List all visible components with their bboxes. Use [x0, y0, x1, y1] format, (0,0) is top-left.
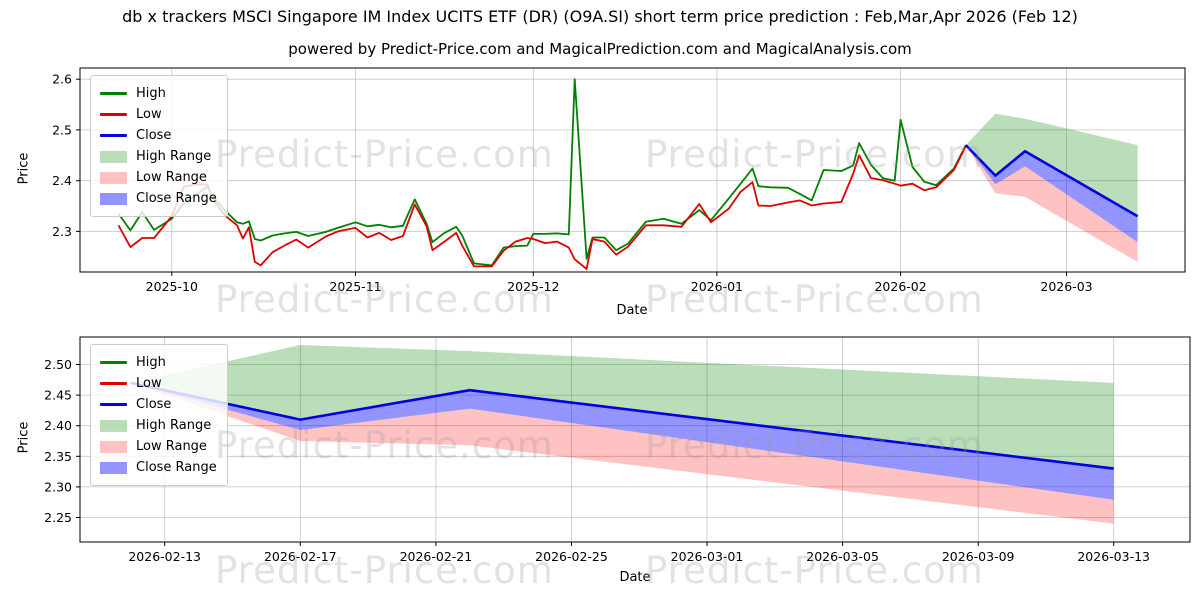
- legend: High Low Close High Range Low Range Close Ran…: [90, 344, 228, 486]
- legend-swatch: [100, 461, 127, 474]
- legend-label: Low Range: [136, 169, 207, 185]
- y-tick-label: 2.3: [52, 224, 72, 239]
- legend-item-high-range: High Range: [100, 415, 217, 436]
- legend-item-low-range: Low Range: [100, 167, 217, 188]
- figure-title: db x trackers MSCI Singapore IM Index UC…: [122, 7, 1078, 26]
- y-tick-label: 2.45: [44, 388, 72, 403]
- y-tick-label: 2.50: [44, 357, 72, 372]
- x-tick-label: 2025-11: [329, 279, 381, 294]
- bottom-chart-y-axis-label: Price: [16, 421, 32, 454]
- close-range-band: [130, 382, 1114, 500]
- legend-item-low: Low: [100, 104, 217, 125]
- plot-border: [79, 336, 1191, 543]
- x-tick-label: 2026-03-09: [942, 549, 1015, 564]
- legend-item-close: Close: [100, 394, 217, 415]
- legend-label: Low: [136, 106, 162, 122]
- figure-subtitle: powered by Predict-Price.com and Magical…: [288, 40, 912, 58]
- legend-item-close-range: Close Range: [100, 188, 217, 209]
- legend-label: High Range: [136, 148, 212, 164]
- y-tick-label: 2.40: [44, 418, 72, 433]
- legend-swatch: [100, 92, 127, 95]
- legend-label: Close: [136, 396, 172, 412]
- legend-swatch: [100, 440, 127, 453]
- low-line: [117, 145, 967, 270]
- y-tick-label: 2.6: [52, 72, 72, 87]
- x-tick-label: 2026-03: [1040, 279, 1092, 294]
- legend-swatch: [100, 171, 127, 184]
- legend-swatch: [100, 382, 127, 385]
- low-range-band: [130, 382, 1114, 524]
- legend-item-low-range: Low Range: [100, 436, 217, 457]
- legend-swatch: [100, 403, 127, 406]
- legend-item-close: Close: [100, 125, 217, 146]
- x-tick-label: 2026-03-13: [1077, 549, 1150, 564]
- legend-label: Close Range: [136, 459, 217, 475]
- legend-item-high: High: [100, 352, 217, 373]
- x-tick-label: 2026-02: [874, 279, 926, 294]
- legend-label: Close: [136, 127, 172, 143]
- close-line: [964, 144, 1139, 218]
- close-range-band: [965, 145, 1138, 243]
- legend-swatch: [100, 361, 127, 364]
- x-tick-label: 2026-02-17: [264, 549, 337, 564]
- y-tick-label: 2.5: [52, 122, 72, 137]
- legend-swatch: [100, 134, 127, 137]
- y-tick-label: 2.35: [44, 449, 72, 464]
- x-tick-label: 2026-01: [691, 279, 743, 294]
- legend-label: High: [136, 85, 166, 101]
- x-tick-label: 2026-02-13: [128, 549, 201, 564]
- legend-swatch: [100, 113, 127, 116]
- legend: High Low Close High Range Low Range Close Ran…: [90, 75, 228, 217]
- plot-border: [79, 67, 1186, 273]
- x-tick-label: 2026-02-25: [535, 549, 608, 564]
- legend-item-close-range: Close Range: [100, 457, 217, 478]
- x-tick-label: 2025-12: [507, 279, 559, 294]
- bottom-chart-x-axis-label: Date: [619, 570, 651, 585]
- x-tick-label: 2026-03-01: [671, 549, 744, 564]
- y-tick-label: 2.30: [44, 479, 72, 494]
- high-line: [117, 78, 967, 267]
- y-tick-label: 2.25: [44, 510, 72, 525]
- x-tick-label: 2026-03-05: [806, 549, 879, 564]
- legend-label: Low: [136, 375, 162, 391]
- top-chart-y-axis-label: Price: [16, 152, 32, 185]
- legend-swatch: [100, 419, 127, 432]
- legend-label: Close Range: [136, 190, 217, 206]
- legend-item-high: High: [100, 83, 217, 104]
- x-tick-label: 2025-10: [146, 279, 198, 294]
- legend-label: High Range: [136, 417, 212, 433]
- legend-swatch: [100, 150, 127, 163]
- low-range-band: [965, 145, 1138, 262]
- legend-label: Low Range: [136, 438, 207, 454]
- legend-swatch: [100, 192, 127, 205]
- x-tick-label: 2026-02-21: [400, 549, 473, 564]
- legend-item-high-range: High Range: [100, 146, 217, 167]
- y-tick-label: 2.4: [52, 173, 72, 188]
- top-chart-x-axis-label: Date: [616, 303, 648, 318]
- legend-item-low: Low: [100, 373, 217, 394]
- legend-label: High: [136, 354, 166, 370]
